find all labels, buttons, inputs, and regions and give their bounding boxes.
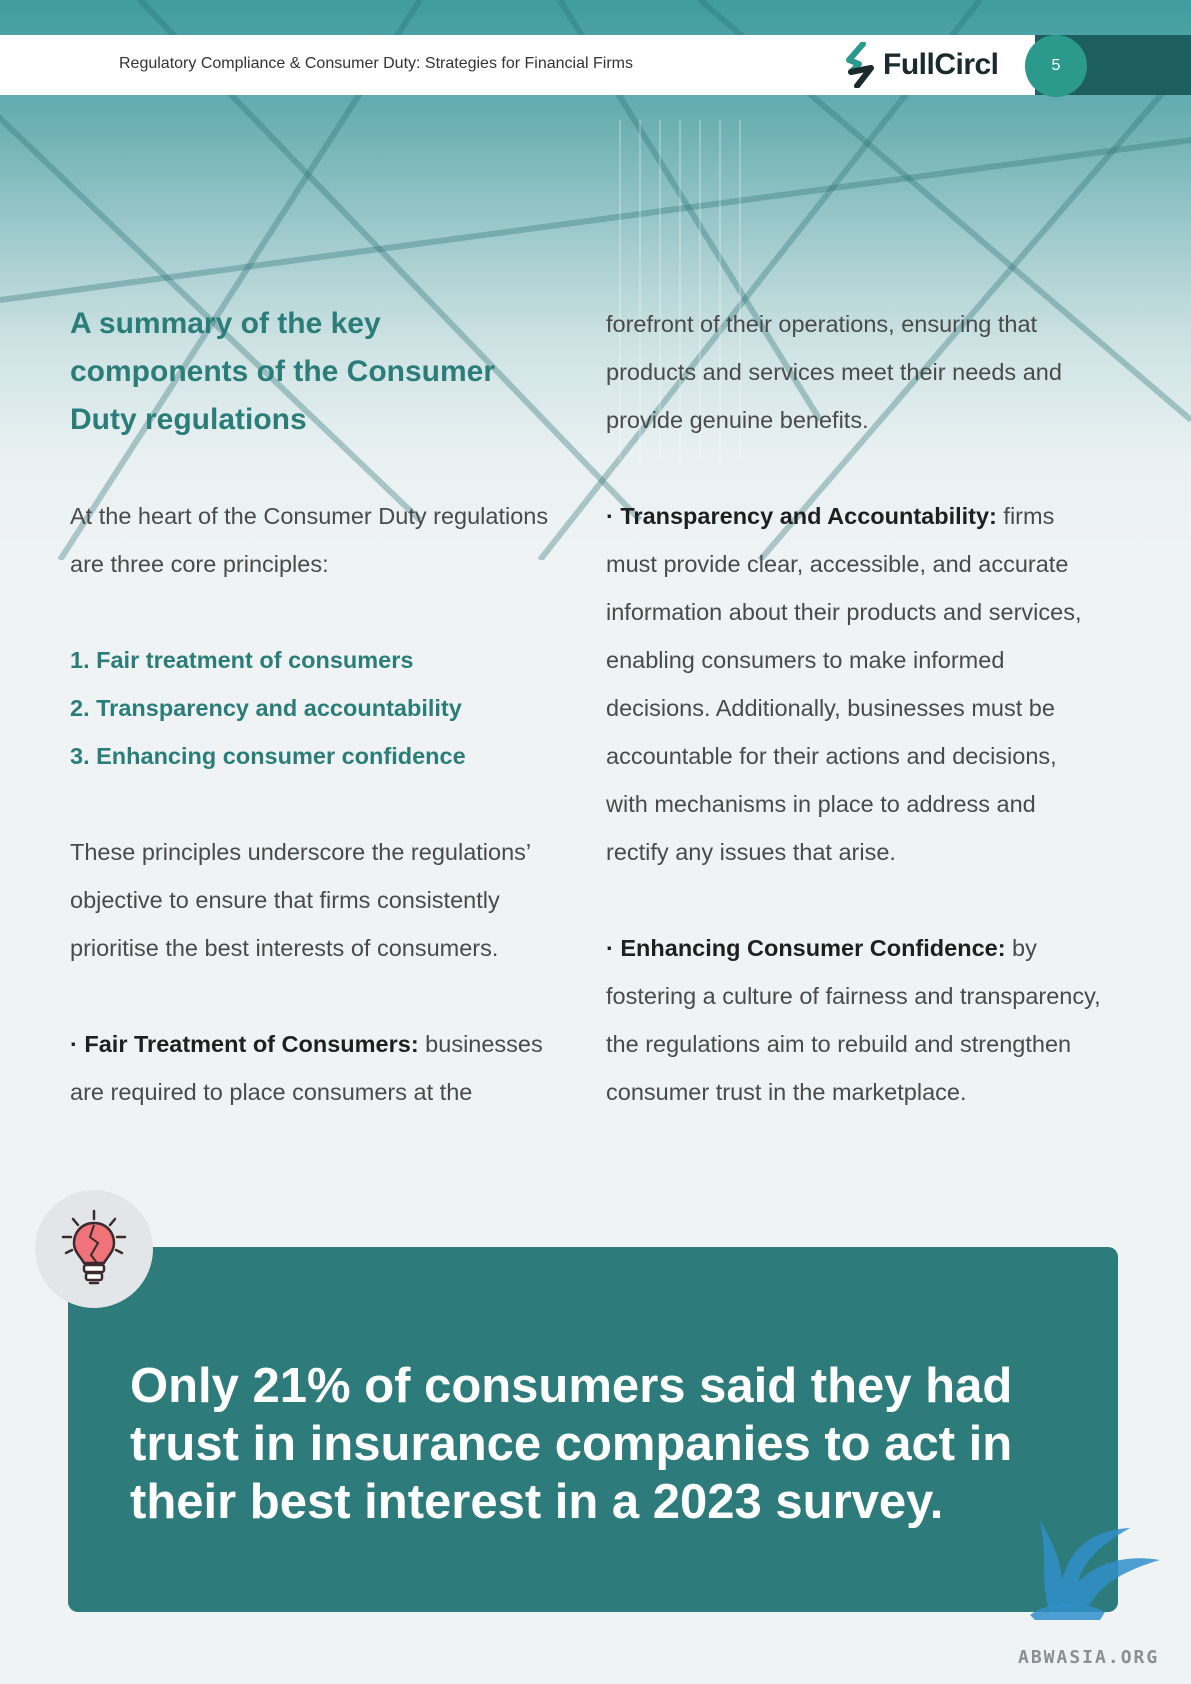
text-line: information about their products and ser… — [606, 599, 1082, 625]
text-line: rectify any issues that arise. — [606, 839, 896, 865]
watermark-text: ABWASIA.ORG — [1018, 1647, 1160, 1668]
section-heading: A summary of the key components of the C… — [70, 300, 580, 444]
text-line: are three core principles: — [70, 551, 329, 577]
principles-list: 1. Fair treatment of consumers 2. Transp… — [70, 636, 580, 780]
text-line: forefront of their operations, ensuring … — [606, 311, 1038, 337]
lightbulb-badge — [35, 1190, 153, 1308]
bullet: · — [606, 503, 614, 529]
text-line: accountable for their actions and decisi… — [606, 743, 1057, 769]
continuation-paragraph: forefront of their operations, ensuring … — [606, 300, 1126, 444]
fullcircl-logo-icon — [846, 42, 874, 88]
heading-line: components of the Consumer — [70, 355, 496, 388]
callout-line: their best interest in a 2023 survey. — [130, 1475, 944, 1529]
confidence-paragraph: · Enhancing Consumer Confidence: by fost… — [606, 924, 1126, 1116]
left-column: A summary of the key components of the C… — [70, 300, 580, 1116]
page-number-badge: 5 — [1025, 35, 1087, 97]
principle-item: 3. Enhancing consumer confidence — [70, 743, 466, 769]
text-line: objective to ensure that firms consisten… — [70, 887, 500, 913]
text-line: These principles underscore the regulati… — [70, 839, 532, 865]
text-line: consumer trust in the marketplace. — [606, 1079, 967, 1105]
principle-item: 1. Fair treatment of consumers — [70, 647, 414, 673]
callout-line: trust in insurance companies to act in — [130, 1417, 1013, 1471]
callout-line: Only 21% of consumers said they had — [130, 1359, 1013, 1413]
statistic-callout: Only 21% of consumers said they had trus… — [68, 1247, 1118, 1612]
fullcircl-logo: FullCircl — [845, 42, 999, 88]
transparency-label: Transparency and Accountability: — [620, 503, 997, 529]
text-line: firms — [996, 503, 1055, 529]
text-line: with mechanisms in place to address and — [606, 791, 1036, 817]
heading-line: A summary of the key — [70, 307, 381, 340]
principle-item: 2. Transparency and accountability — [70, 695, 462, 721]
fair-treatment-label: Fair Treatment of Consumers: — [84, 1031, 419, 1057]
text-line: decisions. Additionally, businesses must… — [606, 695, 1055, 721]
text-line: businesses — [418, 1031, 543, 1057]
summary-paragraph: These principles underscore the regulati… — [70, 828, 580, 972]
logo-text: FullCircl — [883, 48, 999, 81]
text-line: provide genuine benefits. — [606, 407, 869, 433]
text-line: fostering a culture of fairness and tran… — [606, 983, 1101, 1009]
lightbulb-icon — [61, 1209, 127, 1285]
text-line: the regulations aim to rebuild and stren… — [606, 1031, 1072, 1057]
right-column: forefront of their operations, ensuring … — [606, 300, 1126, 1116]
intro-paragraph: At the heart of the Consumer Duty regula… — [70, 492, 580, 588]
text-line: enabling consumers to make informed — [606, 647, 1005, 673]
document-title: Regulatory Compliance & Consumer Duty: S… — [119, 55, 633, 72]
text-line: products and services meet their needs a… — [606, 359, 1062, 385]
text-line: by — [1005, 935, 1037, 961]
text-line: prioritise the best interests of consume… — [70, 935, 499, 961]
text-line: are required to place consumers at the — [70, 1079, 473, 1105]
confidence-label: Enhancing Consumer Confidence: — [620, 935, 1006, 961]
heading-line: Duty regulations — [70, 403, 307, 436]
transparency-paragraph: · Transparency and Accountability: firms… — [606, 492, 1126, 876]
text-line: must provide clear, accessible, and accu… — [606, 551, 1069, 577]
griffin-icon — [1030, 1520, 1160, 1620]
bullet: · — [606, 935, 614, 961]
fair-treatment-paragraph: · Fair Treatment of Consumers: businesse… — [70, 1020, 580, 1116]
callout-text: Only 21% of consumers said they had trus… — [130, 1357, 1060, 1531]
text-line: At the heart of the Consumer Duty regula… — [70, 503, 549, 529]
page-header — [0, 35, 1191, 95]
bullet: · — [70, 1031, 78, 1057]
